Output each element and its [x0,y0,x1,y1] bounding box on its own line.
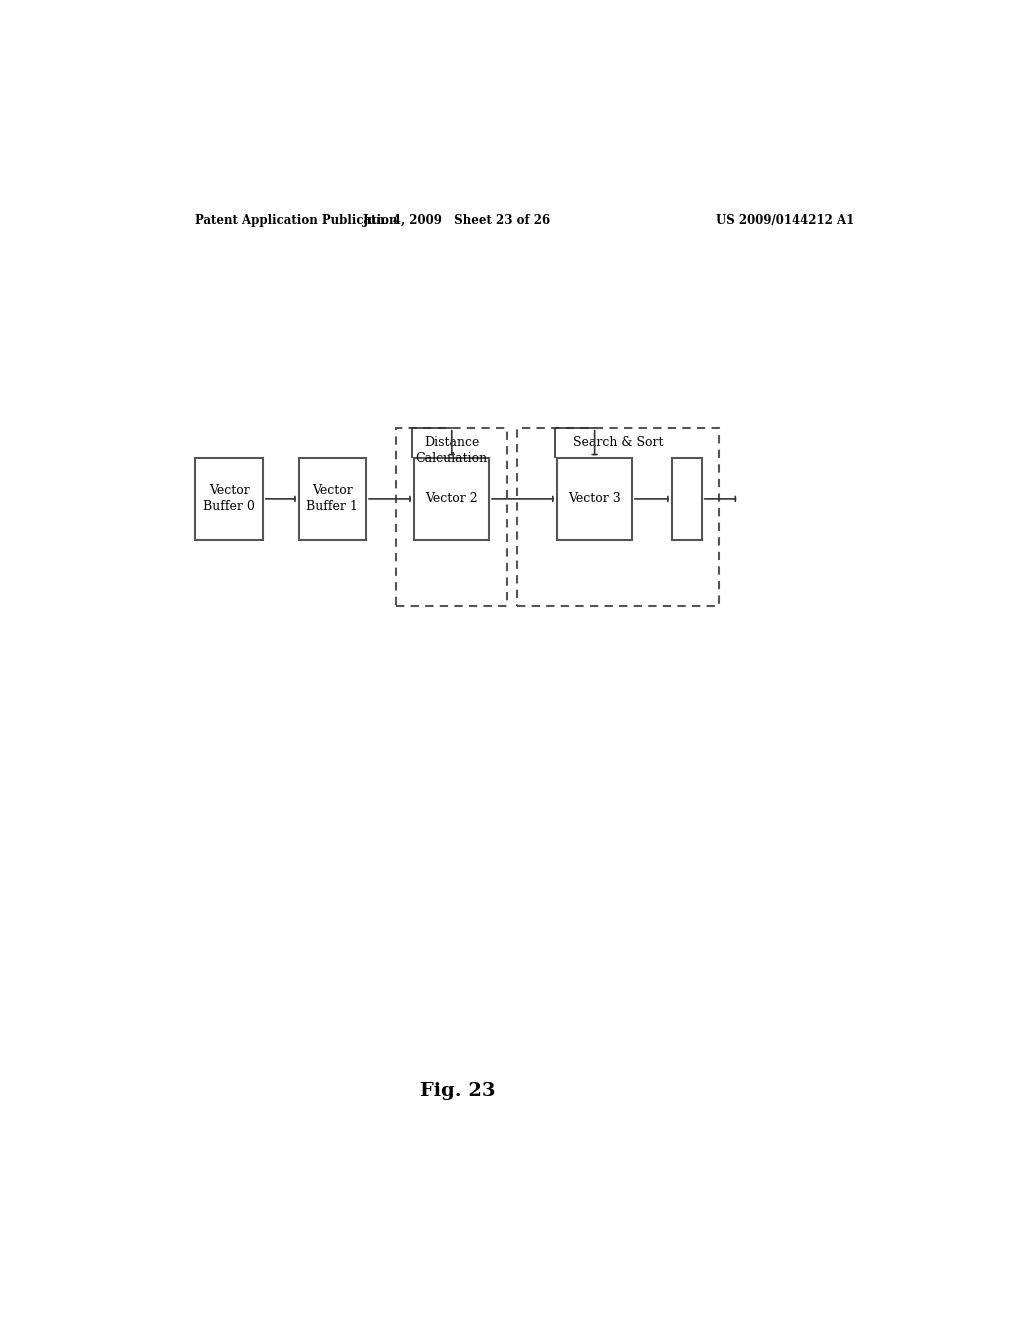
Text: US 2009/0144212 A1: US 2009/0144212 A1 [716,214,854,227]
Bar [557,458,632,540]
Bar [672,458,701,540]
Text: Fig. 23: Fig. 23 [420,1082,495,1101]
Bar [299,458,367,540]
Text: Distance
Calculation: Distance Calculation [416,436,487,465]
Text: Vector
Buffer 0: Vector Buffer 0 [203,484,255,513]
Text: Vector 2: Vector 2 [425,492,478,506]
Text: Vector 3: Vector 3 [568,492,621,506]
Bar [517,428,719,606]
Text: Jun. 4, 2009   Sheet 23 of 26: Jun. 4, 2009 Sheet 23 of 26 [364,214,551,227]
Bar [414,458,489,540]
Bar [396,428,507,606]
Text: Patent Application Publication: Patent Application Publication [196,214,398,227]
Bar [196,458,263,540]
Text: Vector
Buffer 1: Vector Buffer 1 [306,484,358,513]
Text: Search & Sort: Search & Sort [572,436,664,449]
